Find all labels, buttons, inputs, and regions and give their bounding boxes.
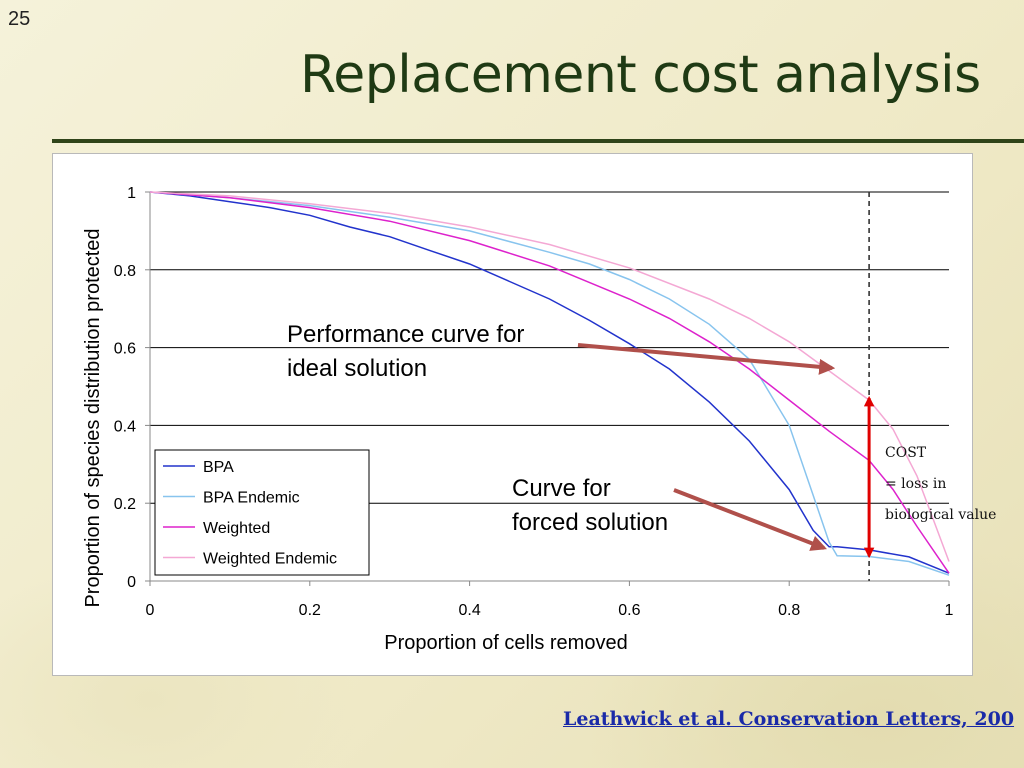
slide-number: 25 (8, 8, 31, 30)
legend-label: Weighted (203, 520, 270, 537)
chart-panel (52, 153, 973, 676)
chart-legend (154, 449, 370, 576)
x-tick-label: 1 (945, 602, 954, 619)
ideal-pointer-arrow (577, 343, 836, 375)
y-axis-label: Proportion of species distribution prote… (82, 228, 104, 607)
x-tick-label: 0 (146, 602, 155, 619)
forced-solution-annotation: Curve for forced solution (512, 472, 668, 540)
series-line-bpa-endemic (149, 191, 950, 576)
x-tick-label: 0.6 (618, 602, 640, 619)
series-line-weighted-endemic (149, 191, 950, 562)
ideal-solution-annotation: Performance curve for ideal solution (287, 318, 524, 386)
x-tick-label: 0.2 (299, 602, 321, 619)
x-tick-label: 0.4 (458, 602, 480, 619)
y-tick-label: 0 (127, 574, 136, 591)
legend-label: BPA (203, 459, 234, 476)
legend-label: Weighted Endemic (203, 551, 337, 568)
x-axis-label: Proportion of cells removed (384, 632, 627, 654)
title-divider (52, 139, 1024, 143)
series-line-weighted (149, 191, 950, 574)
forced-pointer-arrow (673, 488, 827, 551)
x-tick-label: 0.8 (778, 602, 800, 619)
ideal-annotation-line2: ideal solution (287, 355, 428, 382)
citation-link[interactable]: Leathwick et al. Conservation Letters, 2… (563, 708, 1015, 730)
cost-annotation-line2: = loss in (885, 476, 947, 492)
y-tick-label: 0.6 (114, 341, 136, 358)
y-tick-label: 0.2 (114, 496, 136, 513)
y-tick-label: 1 (127, 185, 136, 202)
cost-annotation: COST = loss in biological value (885, 438, 996, 531)
cost-annotation-line1: COST (885, 445, 927, 461)
forced-annotation-line2: forced solution (512, 509, 669, 536)
y-tick-label: 0.4 (114, 418, 136, 435)
ideal-annotation-line1: Performance curve for (287, 321, 525, 348)
slide-title: Replacement cost analysis (300, 45, 981, 105)
forced-annotation-line1: Curve for (512, 475, 611, 502)
legend-label: BPA Endemic (203, 490, 300, 507)
y-tick-label: 0.8 (114, 263, 136, 280)
cost-annotation-line3: biological value (885, 507, 997, 523)
